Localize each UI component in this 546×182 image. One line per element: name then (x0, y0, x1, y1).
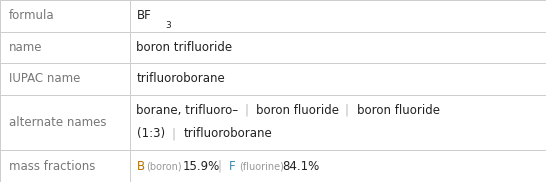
Text: |: | (345, 104, 348, 117)
Text: boron trifluoride: boron trifluoride (136, 41, 233, 54)
Text: |: | (172, 127, 176, 140)
Text: name: name (9, 41, 42, 54)
Text: BF: BF (136, 9, 151, 22)
Text: 15.9%: 15.9% (183, 160, 220, 173)
Text: IUPAC name: IUPAC name (9, 72, 80, 85)
Text: trifluoroborane: trifluoroborane (136, 72, 225, 85)
Text: 3: 3 (165, 21, 171, 30)
Text: mass fractions: mass fractions (9, 160, 95, 173)
Text: (1:3): (1:3) (136, 127, 165, 140)
Text: borane, trifluoro–: borane, trifluoro– (136, 104, 239, 117)
Text: F: F (229, 160, 236, 173)
Text: 84.1%: 84.1% (282, 160, 319, 173)
Text: boron fluoride: boron fluoride (357, 104, 440, 117)
Text: boron fluoride: boron fluoride (256, 104, 339, 117)
Text: alternate names: alternate names (9, 116, 106, 129)
Text: B: B (136, 160, 145, 173)
Text: |: | (244, 104, 248, 117)
Text: (fluorine): (fluorine) (239, 161, 284, 171)
Text: |: | (217, 160, 221, 173)
Text: (boron): (boron) (146, 161, 182, 171)
Text: trifluoroborane: trifluoroborane (184, 127, 273, 140)
Text: formula: formula (9, 9, 55, 22)
